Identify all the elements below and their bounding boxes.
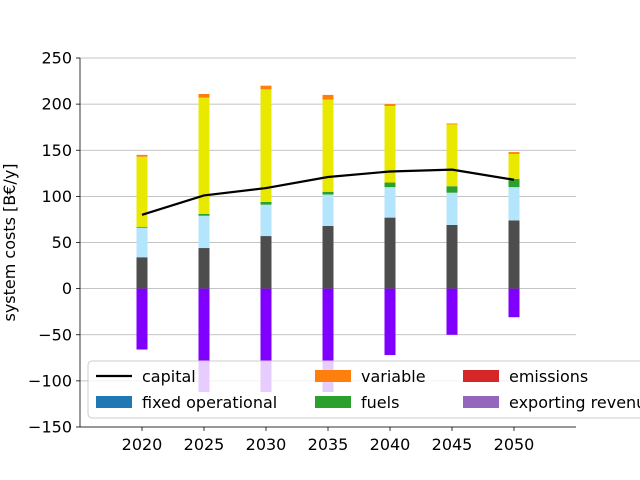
x-tick-label: 2035 [308, 435, 349, 454]
bar-segment-exporting-2045 [446, 288, 458, 335]
y-tick-label: 150 [41, 141, 72, 160]
bar-segment-fuels-2040 [384, 182, 396, 188]
capital-line [141, 168, 515, 216]
bar-segment-exporting-2020 [136, 288, 148, 350]
bar-segment-yellow-2040 [384, 105, 396, 183]
bar-segment-variable-2045 [446, 123, 458, 125]
y-tick-label: −100 [28, 371, 72, 390]
x-tick-label: 2030 [246, 435, 287, 454]
x-tick-label: 2020 [122, 435, 163, 454]
legend-box [87, 360, 640, 419]
bar-segment-lightblue-2035 [322, 194, 334, 226]
y-tick-label: 0 [62, 279, 72, 298]
legend: capital fixed operational variable fuels emi… [87, 360, 640, 419]
bar-segment-dark-2050 [508, 220, 520, 289]
y-tick-label: 100 [41, 187, 72, 206]
bar-segment-fuels-2020 [136, 226, 148, 228]
bar-segment-variable-2040 [384, 104, 396, 106]
bar-segment-lightblue-2025 [198, 215, 210, 249]
bar-segment-fuels-2035 [322, 191, 334, 195]
bar-segment-dark-2040 [384, 217, 396, 289]
x-tick-label: 2045 [432, 435, 473, 454]
bar-segment-fuels-2050 [508, 178, 520, 188]
bar-segment-variable-2020 [136, 154, 148, 157]
legend-swatch-2 [315, 370, 351, 382]
bar-segment-lightblue-2030 [260, 204, 272, 237]
bar-segment-lightblue-2050 [508, 187, 520, 221]
bar-segment-dark-2030 [260, 236, 272, 289]
bar-segment-lightblue-2040 [384, 187, 396, 218]
y-tick-label: 200 [41, 95, 72, 114]
bar-segment-fuels-2025 [198, 213, 210, 216]
axes: −150 −100 −50 0 50 100 150 200 250 2020 2025 2030 20… [0, 49, 576, 454]
legend-entry-label: variable [361, 367, 426, 386]
legend-entry-label: exporting revenues [509, 393, 640, 412]
bar-segment-dark-2045 [446, 224, 458, 289]
bar-segment-variable-2025 [198, 93, 210, 98]
legend-swatch-1 [96, 396, 132, 408]
y-tick-label: 50 [52, 233, 72, 252]
bar-segment-fuels-2030 [260, 201, 272, 205]
bar-segment-yellow-2050 [508, 153, 520, 179]
x-tick-label: 2040 [370, 435, 411, 454]
bar-segment-variable-2050 [508, 152, 520, 154]
bar-segment-yellow-2025 [198, 97, 210, 214]
bar-segment-exporting-2035 [322, 288, 334, 392]
bar-segment-dark-2020 [136, 257, 148, 289]
y-tick-label: 250 [41, 49, 72, 68]
bar-segment-yellow-2020 [136, 156, 148, 227]
capital-line-series [141, 168, 515, 216]
legend-entry-label: capital [142, 367, 196, 386]
y-tick-label: −150 [28, 418, 72, 437]
bar-segment-exporting-2030 [260, 288, 272, 392]
y-tick-label: −50 [38, 325, 72, 344]
bar-segment-fuels-2045 [446, 186, 458, 193]
y-axis-label: system costs [B€/y] [0, 163, 19, 321]
legend-entry-label: fixed operational [142, 393, 277, 412]
bar-segment-exporting-2025 [198, 288, 210, 392]
legend-swatch-5 [463, 396, 499, 408]
bar-segment-lightblue-2020 [136, 227, 148, 258]
bar-segment-dark-2035 [322, 225, 334, 289]
bar-segment-dark-2025 [198, 248, 210, 289]
legend-entry-label: emissions [509, 367, 588, 386]
legend-swatch-4 [463, 370, 499, 382]
bar-segment-yellow-2045 [446, 124, 458, 187]
bar-segment-variable-2030 [260, 85, 272, 90]
bar-segment-yellow-2030 [260, 89, 272, 202]
stacked-bars [136, 85, 520, 392]
bar-segment-lightblue-2045 [446, 192, 458, 225]
x-tick-label: 2050 [494, 435, 535, 454]
bar-segment-exporting-2050 [508, 288, 520, 318]
legend-entry-label: fuels [361, 393, 399, 412]
legend-swatch-3 [315, 396, 351, 408]
bar-segment-exporting-2040 [384, 288, 396, 356]
bar-segment-yellow-2035 [322, 99, 334, 192]
x-tick-label: 2025 [184, 435, 225, 454]
bar-segment-variable-2035 [322, 94, 334, 100]
